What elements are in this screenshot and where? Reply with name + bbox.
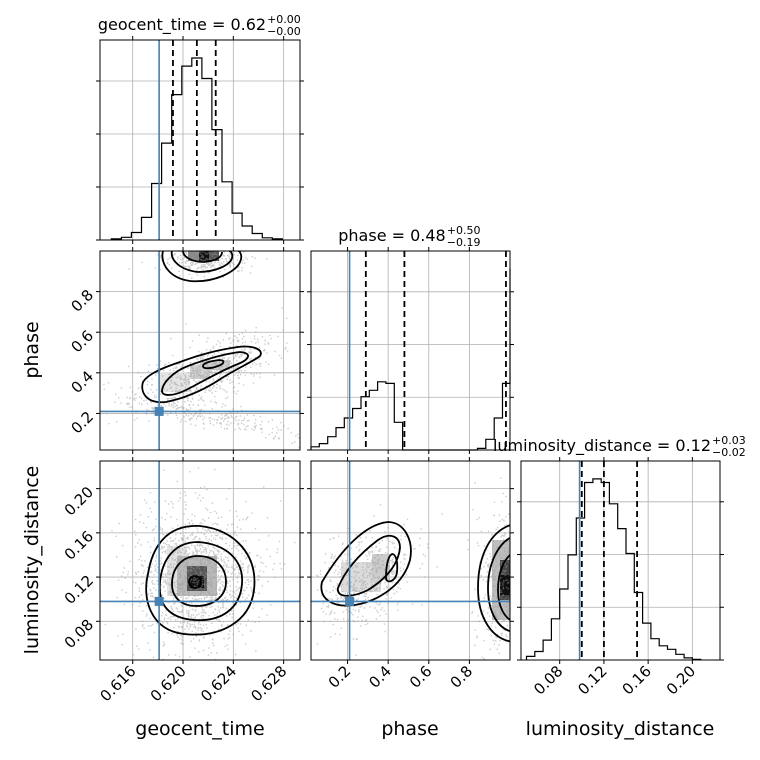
contour-level [188, 575, 202, 589]
truth-marker [345, 596, 355, 606]
truth-marker [154, 406, 164, 416]
tick-label: 0.08 [61, 616, 97, 652]
scatter-samples [104, 467, 296, 660]
contour-level [161, 351, 249, 396]
truth-marker [154, 596, 164, 606]
contour-level [202, 359, 225, 370]
panel-frame [310, 460, 511, 661]
panel-title-luminosity_distance: luminosity_distance = 0.12 +0.03−0.02 [493, 434, 746, 459]
tick-label: 0.2 [67, 408, 97, 438]
title-upper-error: +0.50 [447, 224, 481, 237]
tick-label: 0.628 [247, 662, 290, 705]
title-lower-error: −0.00 [267, 25, 301, 38]
tick-label: 0.624 [197, 662, 240, 705]
histogram-phase [310, 268, 511, 451]
y-axis-label: luminosity_distance [21, 466, 43, 655]
contour-level [161, 251, 243, 283]
contour-level [145, 525, 256, 636]
contour-level [320, 521, 412, 607]
density-panel-phase-luminosity_distance [316, 477, 510, 660]
contour-level [182, 251, 223, 263]
y-axis-label: phase [21, 321, 43, 378]
tick-label: 0.08 [530, 662, 566, 698]
tick-label: 0.4 [365, 662, 395, 692]
histogram-luminosity_distance [525, 478, 702, 660]
tick-label: 0.8 [447, 662, 477, 692]
panel-frame [99, 39, 301, 241]
histogram-geocent_time [110, 57, 283, 240]
contour-level [141, 345, 262, 404]
tick-label: 0.2 [325, 662, 355, 692]
density-cell [500, 575, 510, 595]
tick-label: 0.16 [619, 662, 655, 698]
contour-level [385, 553, 399, 583]
tick-label: 0.620 [147, 662, 190, 705]
panel-frame [99, 250, 301, 451]
panel-frame [520, 460, 721, 661]
contour-level [158, 541, 243, 621]
tick-label: 0.20 [663, 662, 699, 698]
contour-level [477, 524, 510, 643]
title-upper-error: +0.00 [267, 13, 301, 26]
panel-frame [99, 460, 301, 661]
contour-level [171, 555, 227, 607]
tick-label: 0.16 [61, 527, 97, 563]
density-panel-geocent_time-luminosity_distance [104, 467, 296, 660]
density-cell [160, 372, 190, 392]
title-main: geocent_time = 0.62 [98, 15, 266, 35]
x-axis-label: phase [381, 718, 438, 740]
title-main: phase = 0.48 [338, 226, 445, 245]
tick-label: 0.6 [67, 327, 97, 357]
panel-frame [310, 250, 511, 451]
title-lower-error: −0.02 [712, 446, 746, 459]
title-upper-error: +0.03 [712, 434, 746, 447]
title-main: luminosity_distance = 0.12 [493, 436, 711, 456]
tick-label: 0.12 [61, 571, 97, 607]
tick-label: 0.616 [96, 662, 139, 705]
panel-title-geocent_time: geocent_time = 0.62 +0.00−0.00 [98, 13, 301, 38]
x-axis-label: geocent_time [135, 718, 264, 740]
contour-level [170, 251, 234, 273]
tick-label: 0.20 [61, 483, 97, 519]
x-axis-label: luminosity_distance [526, 718, 715, 740]
density-cell [209, 251, 219, 261]
tick-label: 0.8 [67, 286, 97, 316]
contour-level [497, 553, 510, 621]
panel-title-phase: phase = 0.48 +0.50−0.19 [338, 224, 480, 249]
tick-label: 0.4 [67, 367, 97, 397]
density-panel-geocent_time-phase [103, 251, 300, 449]
contour-level [487, 537, 510, 632]
tick-label: 0.12 [574, 662, 610, 698]
tick-label: 0.6 [406, 662, 436, 692]
title-lower-error: −0.19 [447, 236, 481, 249]
contour-level [337, 534, 401, 597]
